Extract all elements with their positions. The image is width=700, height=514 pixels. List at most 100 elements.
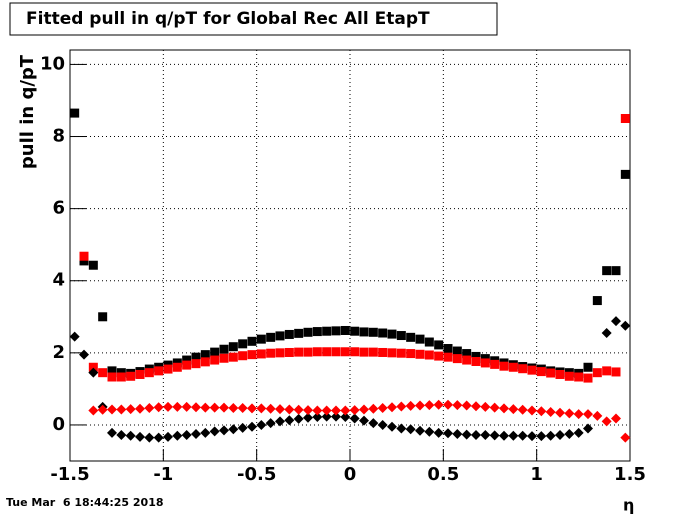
square-marker — [611, 367, 621, 377]
square-marker — [247, 336, 257, 346]
diamond-marker — [312, 405, 323, 416]
square-marker — [462, 355, 472, 365]
square-marker — [219, 353, 229, 363]
diamond-marker — [396, 423, 407, 434]
diamond-marker — [443, 399, 453, 410]
diamond-marker — [461, 429, 472, 440]
square-marker — [238, 339, 248, 349]
diamond-marker — [573, 409, 584, 420]
diamond-marker — [116, 404, 127, 415]
square-marker — [368, 327, 378, 337]
diamond-marker — [275, 416, 285, 427]
diamond-marker — [415, 425, 425, 436]
x-tick-label: 1.5 — [614, 464, 646, 485]
diamond-marker — [620, 320, 631, 331]
diamond-marker — [237, 403, 248, 414]
square-marker — [620, 169, 630, 179]
diamond-marker — [424, 400, 435, 411]
diamond-marker — [452, 428, 463, 439]
diamond-marker — [312, 412, 323, 423]
square-marker — [210, 347, 220, 357]
diamond-marker — [471, 430, 481, 441]
square-marker — [443, 344, 453, 354]
square-marker — [172, 362, 182, 372]
square-marker — [564, 371, 574, 381]
diamond-marker — [172, 430, 183, 441]
diamond-marker — [256, 403, 267, 414]
square-marker — [387, 348, 397, 358]
diamond-marker — [377, 419, 388, 430]
square-marker — [116, 372, 126, 382]
square-marker — [312, 327, 322, 337]
diamond-marker — [564, 408, 575, 419]
diamond-marker — [573, 427, 584, 438]
diamond-marker — [583, 409, 593, 420]
square-marker — [200, 357, 210, 367]
x-tick-label: 1 — [530, 464, 543, 485]
diamond-marker — [107, 404, 117, 415]
y-tick-label: 4 — [52, 270, 65, 291]
diamond-marker — [69, 331, 80, 342]
diamond-marker — [153, 402, 164, 413]
square-marker — [88, 362, 98, 372]
diamond-marker — [489, 402, 500, 413]
diamond-marker — [536, 431, 547, 442]
diamond-marker — [219, 425, 229, 436]
y-tick-label: 6 — [52, 198, 65, 219]
square-marker — [210, 355, 220, 365]
square-marker — [443, 352, 453, 362]
diamond-marker — [88, 405, 99, 416]
diamond-marker — [545, 406, 556, 417]
square-marker — [275, 348, 285, 358]
square-marker — [126, 371, 136, 381]
square-marker — [546, 368, 556, 378]
diamond-marker — [611, 413, 621, 424]
diamond-marker — [209, 426, 220, 437]
square-marker — [98, 368, 108, 378]
square-marker — [396, 331, 406, 341]
diamond-marker — [461, 400, 472, 411]
diamond-marker — [359, 415, 369, 426]
square-marker — [583, 362, 593, 372]
square-marker — [490, 359, 500, 369]
footer-date: Tue Mar 6 18:44:25 2018 — [6, 496, 164, 509]
x-tick-label: -1 — [153, 464, 173, 485]
square-marker — [536, 367, 546, 377]
diamond-marker — [527, 431, 537, 442]
square-marker — [368, 347, 378, 357]
square-marker — [228, 342, 238, 352]
square-marker — [182, 360, 192, 370]
diamond-marker — [237, 422, 248, 433]
square-marker — [620, 114, 630, 123]
square-marker — [266, 348, 276, 358]
diamond-marker — [284, 415, 295, 426]
diamond-marker — [583, 423, 593, 434]
diamond-marker — [368, 418, 379, 429]
square-marker — [434, 340, 444, 350]
diamond-marker — [97, 404, 108, 415]
diamond-marker — [181, 430, 192, 441]
x-tick-label: 0 — [344, 464, 357, 485]
square-marker — [247, 350, 257, 360]
diamond-marker — [125, 430, 136, 441]
diamond-marker — [349, 405, 360, 416]
square-marker — [415, 334, 425, 344]
diamond-marker — [284, 404, 295, 415]
diamond-marker — [331, 405, 341, 416]
diamond-marker — [527, 405, 537, 416]
diamond-marker — [471, 401, 481, 412]
square-marker — [499, 361, 509, 371]
diamond-marker — [247, 403, 257, 414]
diamond-marker — [359, 404, 369, 415]
chart-title: Fitted pull in q/pT for Global Rec All E… — [26, 9, 430, 29]
square-marker — [611, 266, 621, 276]
diamond-marker — [265, 403, 276, 414]
diamond-marker — [592, 410, 603, 421]
diamond-marker — [396, 401, 407, 412]
square-marker — [219, 344, 229, 354]
diamond-marker — [508, 404, 519, 415]
square-marker — [480, 358, 490, 368]
square-marker — [135, 369, 145, 379]
square-marker — [154, 366, 164, 376]
title-box — [9, 2, 498, 36]
